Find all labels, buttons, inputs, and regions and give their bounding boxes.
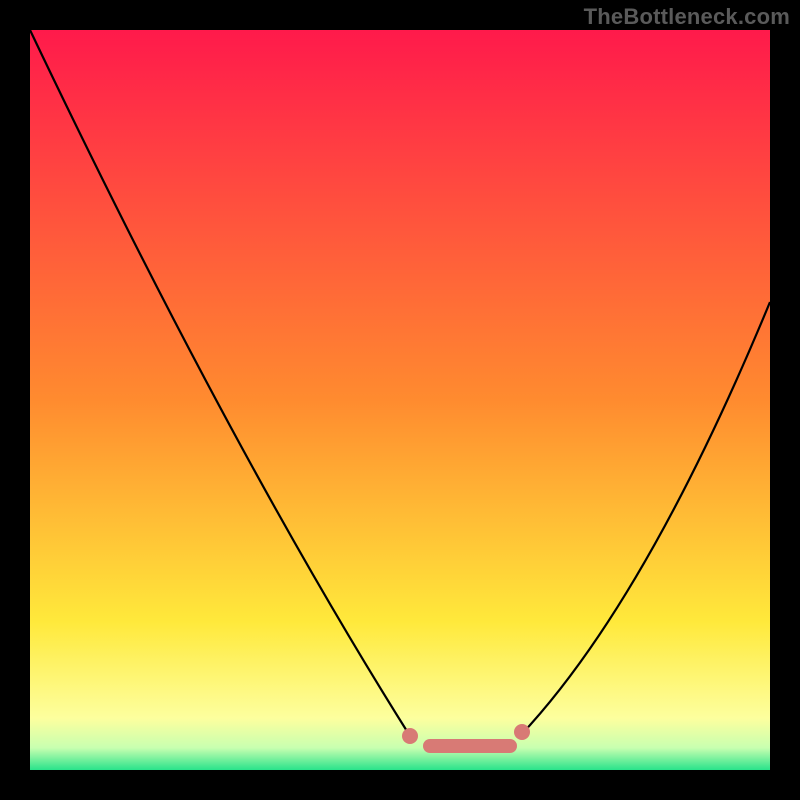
marker-tail (514, 724, 530, 740)
v-curve-right (520, 302, 770, 736)
chart-container: TheBottleneck.com (0, 0, 800, 800)
v-curve-left (30, 30, 410, 736)
plot-area (30, 30, 770, 770)
curve-svg (30, 30, 770, 770)
marker-dot (402, 728, 418, 744)
watermark-text: TheBottleneck.com (584, 4, 790, 30)
marker-group (402, 724, 530, 746)
